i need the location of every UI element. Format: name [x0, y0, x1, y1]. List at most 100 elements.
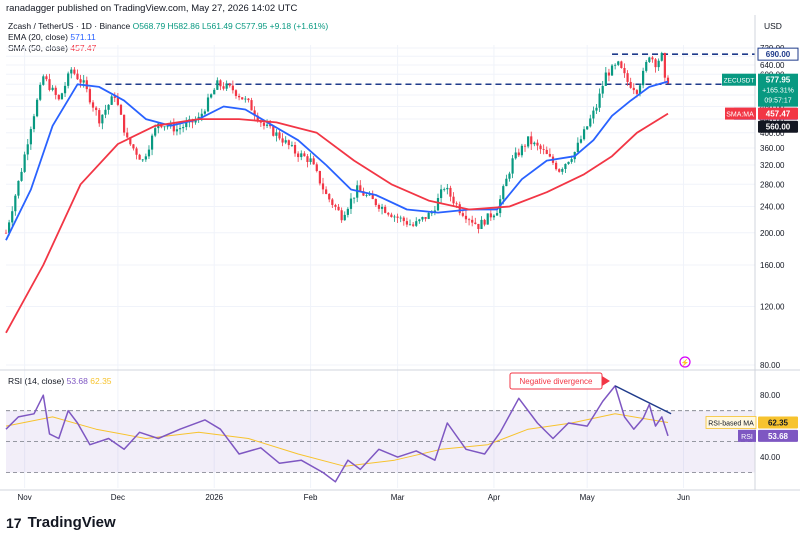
candle-body — [237, 95, 241, 98]
candle-body — [632, 87, 635, 91]
candle-body — [144, 156, 147, 160]
candle-body — [26, 144, 29, 155]
rsi-line — [5, 385, 669, 483]
price-tick-label: 480.00 — [760, 102, 785, 111]
candle-body — [231, 85, 234, 91]
rsi-legend-value: 53.68 — [66, 376, 88, 386]
candle-body — [73, 69, 76, 74]
ohlc-values: O568.79 H582.86 L561.49 C577.95 +9.18 (+… — [132, 21, 329, 31]
candle-body — [349, 198, 353, 209]
candle-body — [359, 185, 362, 192]
candle-body — [523, 145, 527, 147]
candle-body — [178, 128, 182, 130]
candle-body — [508, 173, 511, 179]
candle-body — [586, 126, 589, 130]
price-tick-label: 640.00 — [760, 61, 785, 70]
time-tick-label: Apr — [488, 493, 501, 502]
candle-body — [412, 224, 415, 226]
candle-body — [185, 122, 188, 128]
tradingview-logo-icon: 17 — [6, 514, 22, 531]
rsi-tag-bg — [738, 429, 756, 442]
candle-body — [88, 89, 92, 103]
candle-body — [116, 97, 119, 105]
candle-body — [502, 186, 505, 200]
candle-body — [402, 217, 405, 222]
sma-tag-bg — [725, 107, 756, 120]
candle-body — [138, 154, 141, 160]
divergence-trendline — [614, 385, 672, 415]
candle-body — [387, 212, 390, 215]
candle-body — [225, 83, 228, 89]
candle-body — [67, 73, 70, 86]
candle-body — [166, 126, 169, 128]
candle-body — [70, 69, 73, 74]
candle-body — [486, 213, 489, 225]
price-tick-label: 80.00 — [760, 361, 781, 370]
bar-countdown: 09:57:17 — [764, 98, 791, 105]
candle-body — [135, 148, 138, 155]
event-flash-icon: ⚡ — [681, 358, 690, 367]
candle-body — [11, 211, 14, 223]
rsi-ma-tag-bg — [705, 416, 757, 429]
rsi-ma-value-badge: 62.35 — [768, 418, 789, 427]
time-tick-label: Dec — [111, 493, 125, 502]
candle-body — [172, 123, 175, 132]
time-tick-label: Mar — [391, 493, 405, 502]
candle-body — [79, 79, 82, 83]
candle-body — [533, 142, 536, 145]
level-690-badge: 690.00 — [766, 50, 791, 59]
candle-body — [384, 206, 387, 213]
candle-body — [604, 72, 607, 86]
candle-body — [660, 53, 663, 61]
candle-body — [607, 72, 611, 76]
candle-body — [200, 113, 203, 117]
candle-body — [4, 232, 8, 234]
candle-body — [592, 110, 595, 119]
candle-body — [321, 183, 325, 190]
candle-body — [446, 187, 449, 190]
candle-body — [278, 132, 281, 139]
time-tick-label: Jun — [677, 493, 690, 502]
rsi-layer: Negative divergence — [5, 372, 755, 483]
candle-body — [471, 219, 474, 223]
candle-body — [346, 208, 349, 215]
rsi-ma-tag: RSI-based MA — [708, 420, 754, 427]
candle-body — [14, 195, 17, 212]
candle-body — [216, 80, 219, 90]
time-tick-label: 2026 — [205, 493, 223, 502]
candle-body — [8, 222, 11, 233]
candle-body — [567, 161, 570, 164]
candle-body — [645, 61, 648, 71]
candle-body — [126, 132, 129, 138]
candle-body — [520, 145, 524, 156]
ema-legend: EMA (20, close) 571.11 — [8, 32, 96, 42]
time-tick-label: May — [580, 493, 595, 502]
event-icon — [679, 356, 691, 368]
candle-body — [368, 194, 371, 196]
last-price: 577.95 — [766, 76, 791, 85]
candle-body — [122, 114, 126, 133]
candle-body — [461, 213, 464, 216]
candle-body — [390, 214, 393, 218]
candle-body — [306, 156, 309, 162]
candle-body — [269, 124, 272, 127]
candle-body — [657, 60, 660, 68]
candle-body — [582, 129, 586, 140]
candle-body — [449, 187, 452, 197]
candle-body — [601, 85, 604, 94]
level-560-badge: 560.00 — [766, 123, 791, 132]
candle-body — [340, 210, 343, 221]
candle-body — [206, 97, 210, 112]
candle-body — [558, 169, 561, 172]
candle-body — [91, 102, 95, 108]
candle-body — [318, 170, 321, 184]
candle-body — [303, 153, 306, 157]
rsi-tick-label: 40.00 — [760, 453, 781, 462]
ticker-badge-bg — [722, 73, 756, 86]
candle-body — [210, 94, 213, 98]
candle-body — [312, 158, 315, 165]
rsi-tag: RSI — [741, 434, 753, 441]
candle-body — [651, 57, 654, 60]
candle-body — [623, 67, 626, 74]
